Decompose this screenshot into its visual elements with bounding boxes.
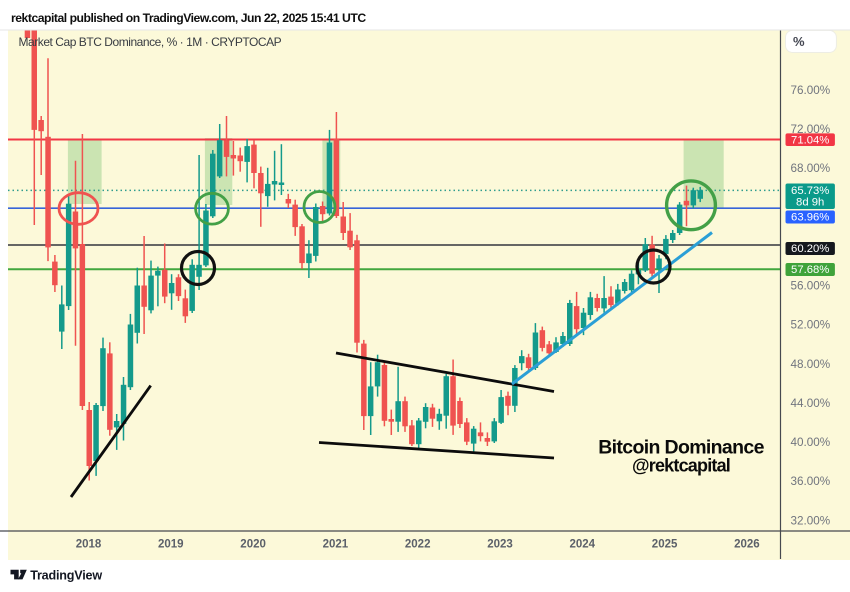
svg-text:44.00%: 44.00% [791,397,831,410]
svg-text:2026: 2026 [734,539,760,551]
svg-text:52.00%: 52.00% [791,319,831,332]
svg-text:72.00%: 72.00% [791,123,831,136]
svg-text:rektcapital published on Tradi: rektcapital published on TradingView.com… [11,11,366,25]
svg-text:TradingView: TradingView [30,568,102,582]
svg-text:8d 9h: 8d 9h [796,197,824,209]
svg-text:2020: 2020 [240,539,266,551]
svg-text:32.00%: 32.00% [791,514,831,527]
svg-text:48.00%: 48.00% [791,358,831,371]
svg-text:@rektcapital: @rektcapital [632,456,730,476]
svg-text:2021: 2021 [323,539,349,551]
svg-text:60.20%: 60.20% [791,243,829,255]
svg-text:Market Cap BTC Dominance, % ·: Market Cap BTC Dominance, % · 1M · CRYPT… [19,35,282,49]
svg-text:%: % [793,34,805,49]
svg-text:2025: 2025 [652,539,678,551]
svg-text:2022: 2022 [405,539,431,551]
svg-text:68.00%: 68.00% [791,162,831,175]
svg-text:63.96%: 63.96% [791,212,829,224]
svg-text:2019: 2019 [158,539,184,551]
svg-text:Bitcoin Dominance: Bitcoin Dominance [598,437,764,459]
svg-text:40.00%: 40.00% [791,436,831,449]
svg-text:2018: 2018 [76,539,102,551]
svg-text:76.00%: 76.00% [791,84,831,97]
svg-text:2023: 2023 [487,539,513,551]
svg-text:36.00%: 36.00% [791,475,831,488]
svg-text:2024: 2024 [570,539,596,551]
svg-text:65.73%: 65.73% [791,185,829,197]
svg-text:57.68%: 57.68% [791,264,829,276]
svg-text:71.04%: 71.04% [791,134,829,146]
svg-text:56.00%: 56.00% [791,280,831,293]
